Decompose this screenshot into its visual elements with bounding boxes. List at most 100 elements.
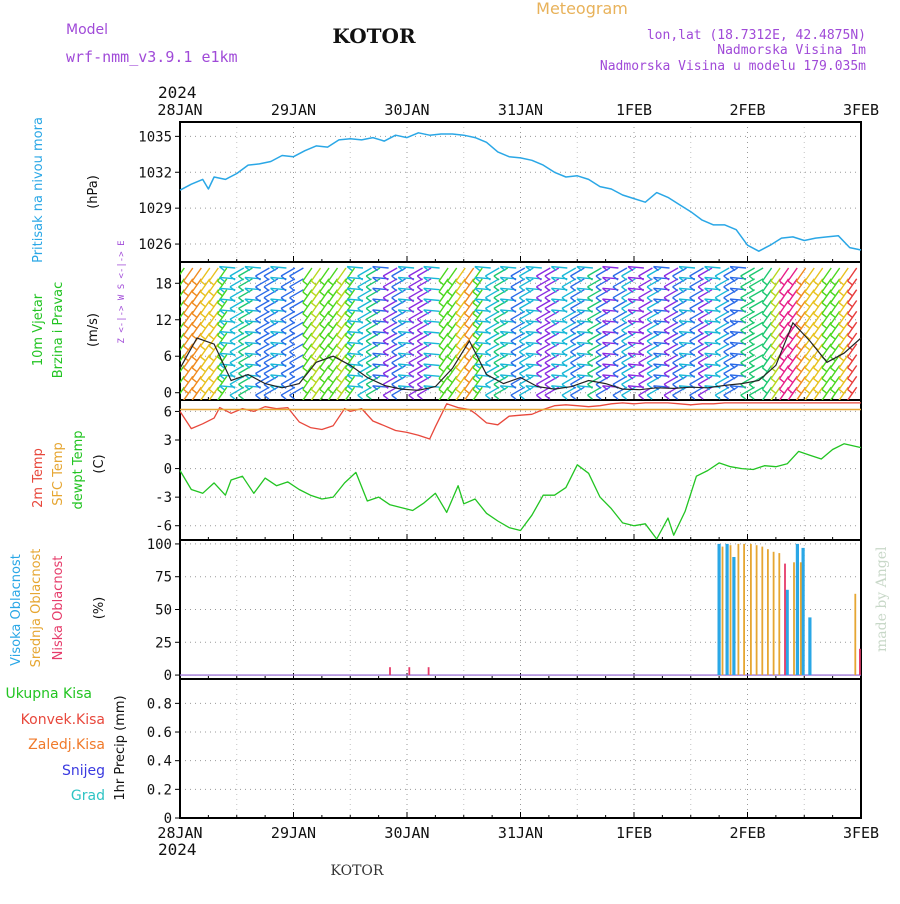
wind-barb-flag — [229, 340, 236, 346]
wind-barb — [255, 299, 270, 310]
wind-barb — [336, 365, 347, 380]
wind-barb-flag — [218, 341, 225, 347]
wind-barb — [438, 332, 449, 347]
wind-barb — [519, 310, 534, 320]
wind-barb — [812, 310, 824, 325]
wind-barb — [544, 278, 560, 288]
wind-barb-flag — [372, 287, 379, 293]
wind-barb-flag — [627, 374, 634, 380]
wind-barb-flag — [217, 334, 224, 340]
wind-barb-flag — [729, 309, 736, 315]
panel-1hr-precipitation: 00.20.40.60.8 — [147, 678, 862, 827]
wind-barb-flag — [714, 307, 721, 314]
wind-barb — [446, 310, 458, 325]
wind-barb — [263, 364, 279, 375]
wind-barb — [500, 265, 517, 269]
wind-barb-flag — [336, 291, 343, 297]
wind-barb — [438, 321, 449, 336]
wind-barb-flag — [704, 287, 711, 293]
wind-barb — [472, 354, 483, 369]
wind-barb-flag — [255, 372, 261, 379]
wind-barb-flag — [218, 363, 225, 369]
wind-barb — [200, 354, 211, 369]
wind-barb — [208, 310, 219, 325]
wind-barb-flag — [748, 286, 755, 292]
wind-barb-flag — [472, 313, 479, 319]
wind-barb — [382, 375, 398, 385]
wind-barb — [200, 300, 211, 315]
wind-barb-flag — [263, 286, 270, 292]
wind-barb — [587, 267, 602, 277]
wind-barb-flag — [357, 372, 364, 379]
wind-barb-flag — [729, 287, 736, 293]
wind-barb-flag — [830, 291, 836, 297]
wind-barb — [829, 365, 841, 380]
wind-barb — [238, 267, 253, 277]
wind-barb — [740, 364, 755, 375]
wind-barb — [357, 343, 372, 353]
wind-barb-flag — [646, 372, 653, 379]
wind-barb — [536, 332, 551, 342]
wind-barb — [455, 289, 466, 304]
wind-barb-flag — [561, 275, 568, 281]
wind-barb-flag — [761, 378, 768, 384]
wind-barb-flag — [770, 323, 777, 329]
wind-barb — [561, 386, 577, 396]
wind-barb — [289, 299, 304, 310]
wind-barb — [438, 354, 449, 369]
wind-barb-flag — [382, 394, 389, 400]
wind-barb — [663, 278, 679, 288]
wind-barb — [229, 278, 245, 288]
wind-barb — [327, 267, 339, 282]
wind-barb — [255, 332, 270, 342]
wind-barb-flag — [518, 297, 525, 303]
wind-barb — [416, 354, 432, 364]
wind-barb-flag — [183, 345, 190, 351]
wind-barb — [829, 310, 841, 325]
wind-barb — [778, 278, 790, 293]
wind-barb — [229, 343, 245, 353]
wind-barb — [570, 354, 585, 364]
wind-barb-flag — [493, 297, 500, 303]
cloud-unit-label: (%) — [92, 597, 107, 620]
wind-barb-flag — [263, 362, 270, 368]
wind-barb-flag — [714, 297, 721, 303]
wind-barb — [770, 267, 781, 282]
wind-barb-flag — [796, 388, 802, 394]
wind-barb — [485, 375, 500, 385]
wind-barb — [829, 343, 841, 358]
wind-barb — [319, 386, 330, 400]
wind-barb — [697, 375, 713, 385]
wind-barb-flag — [663, 318, 670, 324]
wind-barb — [595, 343, 611, 353]
cloud-bar — [778, 553, 781, 676]
wind-barb — [672, 299, 687, 310]
wind-barb — [463, 267, 475, 282]
wind-barb — [587, 299, 602, 310]
wind-barb-flag — [408, 351, 415, 357]
wind-barb-flag — [208, 280, 215, 286]
wind-barb-flag — [474, 374, 481, 380]
wind-barb — [416, 299, 432, 310]
wind-barb — [446, 386, 458, 400]
wind-barb — [536, 354, 551, 364]
wind-barb-flag — [821, 323, 828, 329]
wind-barb — [627, 265, 644, 269]
wind-barb — [263, 343, 279, 353]
wind-barb-flag — [813, 323, 819, 329]
wind-barb — [663, 321, 679, 331]
wind-barb — [416, 375, 432, 385]
wind-barb — [455, 343, 466, 358]
cloud-bar — [795, 543, 799, 675]
wind-barb — [795, 310, 807, 325]
wind-barb — [714, 310, 730, 320]
wind-barb — [621, 375, 636, 385]
wind-barb-flag — [218, 374, 225, 380]
wind-barb — [714, 289, 730, 299]
wind-barb — [748, 332, 764, 342]
wind-barb-flag — [397, 363, 404, 369]
wind-barb-flag — [416, 362, 423, 368]
wind-barb — [847, 321, 858, 336]
wind-barb — [336, 278, 347, 293]
wind-barb — [208, 267, 219, 282]
